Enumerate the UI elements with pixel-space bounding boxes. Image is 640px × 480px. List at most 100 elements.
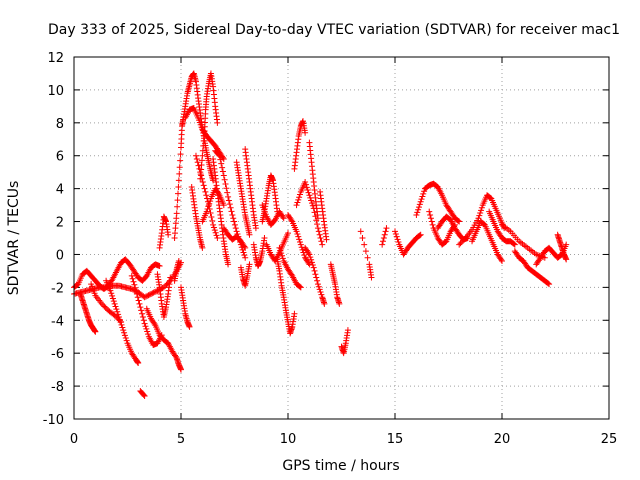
data-point xyxy=(307,254,314,261)
data-point xyxy=(310,264,317,271)
data-point xyxy=(137,304,144,311)
data-point xyxy=(315,283,322,290)
data-point xyxy=(113,306,120,313)
data-point xyxy=(379,241,386,248)
data-point xyxy=(279,255,286,262)
data-point xyxy=(135,360,142,367)
data-point xyxy=(309,202,316,209)
data-point xyxy=(545,280,552,287)
y-tick-label: -8 xyxy=(51,380,64,395)
data-point xyxy=(219,164,226,171)
data-point xyxy=(314,225,321,232)
data-point xyxy=(136,300,143,307)
x-tick-label: 20 xyxy=(494,432,511,447)
data-point xyxy=(153,288,160,295)
data-point xyxy=(141,320,148,327)
data-point xyxy=(296,238,303,245)
axis-ticks xyxy=(73,56,610,420)
data-point xyxy=(417,231,424,238)
data-point xyxy=(344,327,351,334)
data-point xyxy=(176,170,183,177)
data-point xyxy=(319,241,326,248)
data-point xyxy=(317,288,324,295)
x-tick-label: 15 xyxy=(387,432,404,447)
data-point xyxy=(131,281,138,288)
data-point xyxy=(285,230,291,237)
data-point xyxy=(428,218,435,225)
data-point xyxy=(141,392,148,399)
data-point xyxy=(121,329,128,336)
data-point xyxy=(308,256,315,263)
data-point xyxy=(417,198,424,205)
data-point xyxy=(302,181,309,188)
data-point xyxy=(212,229,219,236)
data-point xyxy=(156,262,163,269)
data-point xyxy=(395,238,402,245)
sdtvar-series xyxy=(71,70,570,399)
y-tick-label: 2 xyxy=(56,216,64,231)
data-point xyxy=(359,235,366,241)
data-point xyxy=(213,232,220,239)
data-point xyxy=(419,193,426,200)
data-point xyxy=(393,233,400,240)
data-point xyxy=(293,202,300,209)
data-point xyxy=(308,197,315,204)
data-point xyxy=(193,156,200,163)
data-point xyxy=(175,183,182,190)
data-point xyxy=(318,238,325,245)
data-point xyxy=(231,221,238,228)
data-point xyxy=(110,298,117,305)
data-point xyxy=(252,225,259,232)
x-tick-label: 25 xyxy=(601,432,618,447)
data-point xyxy=(261,235,268,241)
data-point xyxy=(228,208,235,215)
data-point xyxy=(205,203,212,210)
data-point xyxy=(204,206,211,213)
data-point xyxy=(143,325,150,332)
y-tick-label: 4 xyxy=(56,183,64,198)
data-point xyxy=(382,228,389,235)
data-point xyxy=(291,310,298,317)
data-point xyxy=(222,181,229,188)
data-point xyxy=(304,186,311,193)
data-point xyxy=(102,304,109,311)
data-point xyxy=(129,275,136,282)
data-point xyxy=(455,217,462,224)
y-tick-label: 6 xyxy=(56,150,64,165)
y-tick-labels: -10 -8 -6 -4 -2 0 2 4 6 8 10 12 xyxy=(43,51,64,428)
data-point xyxy=(206,200,213,207)
data-point xyxy=(313,274,320,281)
data-point xyxy=(426,208,433,215)
y-tick-label: 10 xyxy=(47,84,64,99)
data-point xyxy=(302,179,309,186)
data-point xyxy=(151,320,158,327)
data-point xyxy=(306,251,313,258)
data-point xyxy=(427,215,434,222)
data-point xyxy=(306,192,313,199)
data-point xyxy=(140,391,147,398)
data-point xyxy=(210,221,217,228)
data-point xyxy=(144,292,151,299)
data-point xyxy=(177,157,184,164)
data-point xyxy=(112,303,119,310)
data-point xyxy=(98,300,105,307)
data-point xyxy=(323,236,330,243)
data-point xyxy=(109,295,116,302)
data-point xyxy=(311,267,318,274)
data-point xyxy=(207,198,214,205)
data-point xyxy=(457,240,464,247)
data-point xyxy=(117,319,124,326)
data-point xyxy=(241,252,248,259)
data-point xyxy=(294,231,301,238)
data-point xyxy=(203,208,210,215)
data-point xyxy=(318,291,325,298)
data-point xyxy=(163,281,170,288)
data-point xyxy=(232,225,239,232)
data-point xyxy=(145,331,152,338)
data-point xyxy=(139,313,146,320)
data-point xyxy=(307,194,314,201)
data-point xyxy=(288,217,295,224)
data-point xyxy=(144,328,151,335)
data-point xyxy=(192,152,199,159)
